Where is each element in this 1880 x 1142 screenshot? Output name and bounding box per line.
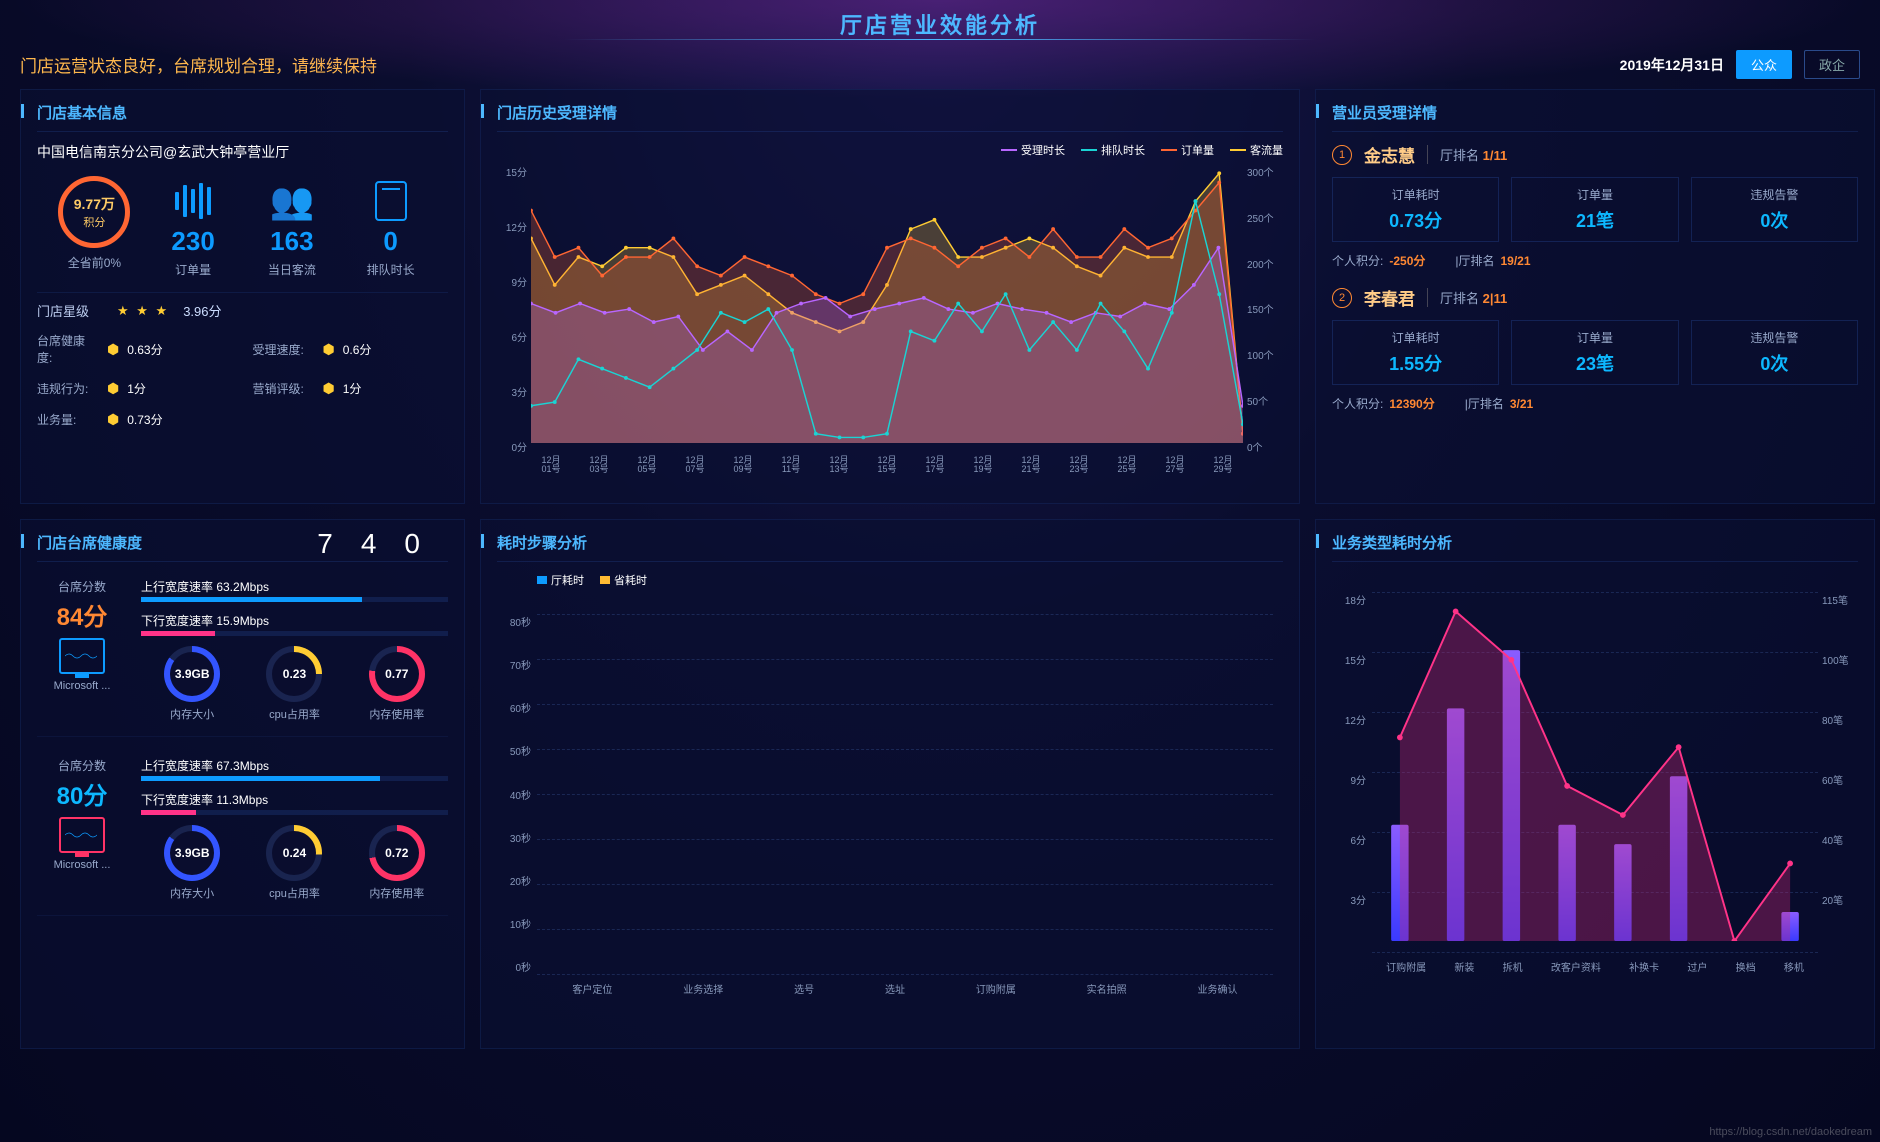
stat-box: 订单量23笔 bbox=[1511, 320, 1678, 385]
score-item: 受理速度:⬢0.6分 bbox=[253, 328, 449, 370]
shield-icon: ⬢ bbox=[323, 341, 335, 358]
device-card: 台席分数 84分 Microsoft ... 上行宽度速率 63.2Mbps 下… bbox=[37, 572, 448, 737]
score-item: 业务量:⬢0.73分 bbox=[37, 407, 233, 432]
shield-icon: ⬢ bbox=[323, 380, 335, 397]
shield-icon: ⬢ bbox=[107, 380, 119, 397]
panel-store-info: 门店基本信息 中国电信南京分公司@玄武大钟亭营业厅 9.77万 积分 全省前0%… bbox=[20, 89, 465, 504]
gauge: 0.24cpu占用率 bbox=[266, 825, 322, 901]
stat-box: 订单量21笔 bbox=[1511, 177, 1678, 242]
stat-box: 订单耗时1.55分 bbox=[1332, 320, 1499, 385]
tab-public[interactable]: 公众 bbox=[1736, 50, 1792, 79]
score-item: 台席健康度:⬢0.63分 bbox=[37, 328, 233, 370]
queue-icon bbox=[361, 176, 421, 226]
panel-history: 门店历史受理详情 受理时长排队时长订单量客流量 15分12分9分6分3分0分 3… bbox=[480, 89, 1300, 504]
staff-card: 2李春君厅排名 2|11 订单耗时1.55分订单量23笔违规告警0次 个人积分:… bbox=[1332, 285, 1858, 412]
score-item: 营销评级:⬢1分 bbox=[253, 376, 449, 401]
legend-item: 客流量 bbox=[1230, 142, 1283, 158]
panel-health: 门店台席健康度 740 台席分数 84分 Microsoft ... 上行宽度速… bbox=[20, 519, 465, 1049]
legend-item: 订单量 bbox=[1161, 142, 1214, 158]
score-item: 违规行为:⬢1分 bbox=[37, 376, 233, 401]
gauge: 3.9GB内存大小 bbox=[164, 825, 220, 901]
legend-item: 厅耗时 bbox=[537, 572, 584, 588]
tab-enterprise[interactable]: 政企 bbox=[1804, 50, 1860, 79]
legend-item: 省耗时 bbox=[600, 572, 647, 588]
gauge: 0.72内存使用率 bbox=[369, 825, 425, 901]
star-icon: ★ ★ ★ bbox=[117, 303, 169, 319]
gauge: 0.77内存使用率 bbox=[369, 646, 425, 722]
watermark: https://blog.csdn.net/daokedream bbox=[1709, 1126, 1872, 1138]
panel-staff: 营业员受理详情 1金志慧厅排名 1/11 订单耗时0.73分订单量21笔违规告警… bbox=[1315, 89, 1875, 504]
legend-item: 受理时长 bbox=[1001, 142, 1065, 158]
star-rating: 门店星级 ★ ★ ★ 3.96分 bbox=[37, 292, 448, 328]
traffic-icon: 👥 bbox=[262, 176, 322, 226]
gauge: 3.9GB内存大小 bbox=[164, 646, 220, 722]
gauge: 0.23cpu占用率 bbox=[266, 646, 322, 722]
header: 厅店营业效能分析 bbox=[0, 0, 1880, 40]
orders-icon bbox=[163, 176, 223, 226]
stat-box: 违规告警0次 bbox=[1691, 320, 1858, 385]
status-message: 门店运营状态良好，台席规划合理，请继续保持 bbox=[20, 52, 377, 77]
store-name: 中国电信南京分公司@玄武大钟亭营业厅 bbox=[37, 142, 448, 162]
panel-title: 门店基本信息 bbox=[37, 102, 448, 132]
page-title: 厅店营业效能分析 bbox=[840, 13, 1040, 38]
rank-badge: 1 bbox=[1332, 145, 1352, 165]
shield-icon: ⬢ bbox=[107, 341, 119, 358]
panel-biz-chart: 业务类型耗时分析 18分15分12分9分6分3分 115笔100笔80笔60笔4… bbox=[1315, 519, 1875, 1049]
rank-badge: 2 bbox=[1332, 288, 1352, 308]
stat-box: 订单耗时0.73分 bbox=[1332, 177, 1499, 242]
subheader: 门店运营状态良好，台席规划合理，请继续保持 2019年12月31日 公众 政企 bbox=[0, 40, 1880, 89]
stat-box: 违规告警0次 bbox=[1691, 177, 1858, 242]
health-number: 740 bbox=[317, 528, 448, 560]
monitor-icon bbox=[59, 817, 105, 853]
points-ring: 9.77万 积分 bbox=[58, 176, 130, 248]
device-card: 台席分数 80分 Microsoft ... 上行宽度速率 67.3Mbps 下… bbox=[37, 751, 448, 916]
date-text: 2019年12月31日 bbox=[1620, 55, 1724, 75]
monitor-icon bbox=[59, 638, 105, 674]
staff-card: 1金志慧厅排名 1/11 订单耗时0.73分订单量21笔违规告警0次 个人积分:… bbox=[1332, 142, 1858, 269]
legend-item: 排队时长 bbox=[1081, 142, 1145, 158]
panel-step-chart: 耗时步骤分析 厅耗时省耗时 80秒70秒60秒50秒40秒30秒20秒10秒0秒… bbox=[480, 519, 1300, 1049]
shield-icon: ⬢ bbox=[107, 411, 119, 428]
